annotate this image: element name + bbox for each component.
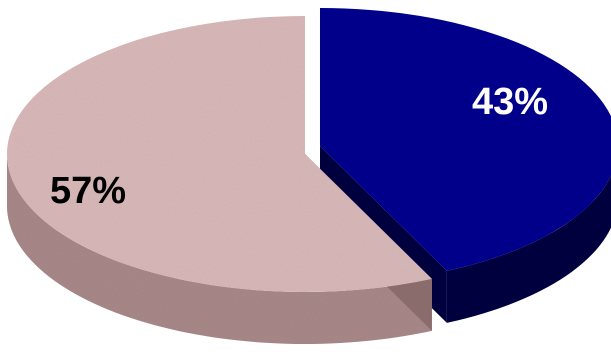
pie-slice-57 xyxy=(7,16,432,292)
pie-slice-43-label: 43% xyxy=(472,81,548,123)
pie-slice-57-side xyxy=(7,154,432,344)
pie-slice-43-side xyxy=(446,175,611,323)
pie-slice-43 xyxy=(320,8,611,271)
pie-slice-57-label: 57% xyxy=(50,170,126,212)
